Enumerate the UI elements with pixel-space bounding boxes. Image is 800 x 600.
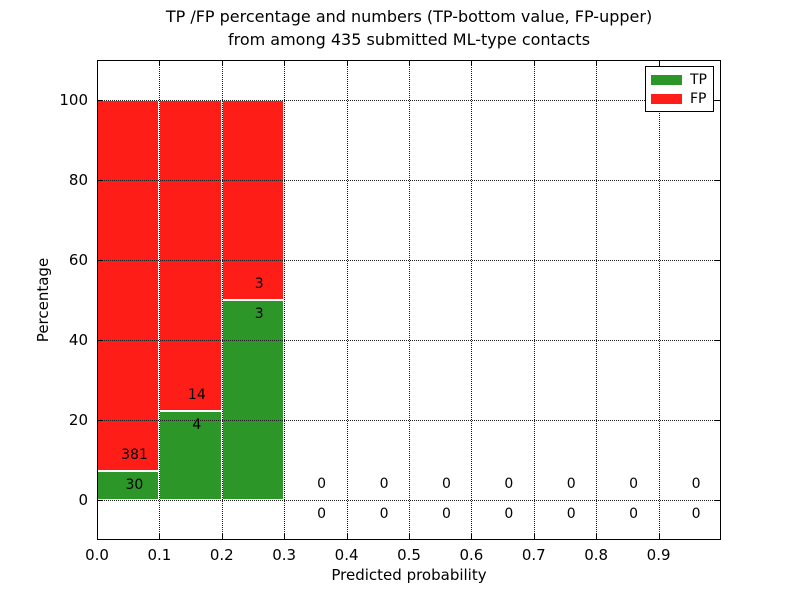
y-tick-left xyxy=(98,180,103,181)
x-tick-bottom xyxy=(159,534,161,539)
y-tick-label: 0 xyxy=(78,491,88,509)
y-tick-left xyxy=(98,260,103,261)
gridline-vertical xyxy=(533,60,535,540)
x-tick-label: 0.5 xyxy=(397,546,421,564)
legend: TP FP xyxy=(645,66,714,112)
tp-count-label: 0 xyxy=(629,506,639,522)
fp-count-label: 0 xyxy=(379,476,389,492)
x-tick-label: 0.8 xyxy=(584,546,609,564)
x-tick-top xyxy=(159,61,161,66)
legend-item-tp: TP xyxy=(651,73,708,87)
x-tick-bottom xyxy=(284,534,286,539)
tp-count-label: 0 xyxy=(504,506,514,522)
x-tick-bottom xyxy=(346,534,348,539)
y-tick-label: 80 xyxy=(68,171,88,189)
tp-count-label: 0 xyxy=(379,506,389,522)
y-tick-label: 60 xyxy=(68,251,88,269)
x-tick-top xyxy=(346,61,348,66)
x-tick-top xyxy=(409,61,410,66)
x-tick-label: 0.1 xyxy=(147,546,172,564)
y-tick-right xyxy=(715,260,720,261)
legend-label-fp: FP xyxy=(690,90,707,107)
y-tick-left xyxy=(98,340,103,341)
x-tick-top xyxy=(658,61,660,66)
bar-segment-fp xyxy=(159,100,222,412)
y-tick-label: 20 xyxy=(68,411,88,429)
legend-label-tp: TP xyxy=(690,71,707,88)
fp-count-label: 0 xyxy=(691,476,701,492)
y-tick-label: 40 xyxy=(68,331,88,349)
x-tick-top xyxy=(221,61,223,66)
gridline-vertical xyxy=(596,60,598,540)
x-tick-top xyxy=(97,61,98,66)
fp-count-label: 381 xyxy=(121,446,148,463)
y-tick-right xyxy=(715,340,720,341)
x-tick-top xyxy=(471,61,473,66)
x-tick-label: 0.9 xyxy=(646,546,671,564)
tp-count-label: 0 xyxy=(691,506,701,522)
x-axis-label: Predicted probability xyxy=(331,566,487,584)
x-tick-bottom xyxy=(533,534,535,539)
y-tick-right xyxy=(715,100,720,101)
chart-title-line-1: TP /FP percentage and numbers (TP-bottom… xyxy=(165,7,653,26)
x-tick-bottom xyxy=(409,534,410,539)
fp-count-label: 0 xyxy=(317,476,327,492)
legend-item-fp: FP xyxy=(651,92,708,106)
tp-count-label: 0 xyxy=(317,506,327,522)
bar-segment-fp xyxy=(97,100,160,471)
bar-segment-fp xyxy=(221,100,285,300)
y-tick-left xyxy=(98,500,103,501)
x-tick-label: 0.4 xyxy=(334,546,359,564)
tp-count-label: 0 xyxy=(441,506,451,522)
tp-count-label: 4 xyxy=(192,417,202,434)
legend-swatch-tp xyxy=(651,74,682,85)
x-tick-label: 0.2 xyxy=(209,546,234,564)
fp-count-label: 3 xyxy=(254,276,264,292)
y-tick-left xyxy=(98,420,103,421)
tp-count-label: 3 xyxy=(254,306,264,322)
fp-count-label: 14 xyxy=(187,387,206,404)
fp-count-label: 0 xyxy=(504,476,514,492)
x-tick-label: 0.3 xyxy=(272,546,297,564)
gridline-vertical xyxy=(346,60,348,540)
tp-count-label: 0 xyxy=(566,506,576,522)
x-tick-bottom xyxy=(97,534,98,539)
x-tick-top xyxy=(596,61,598,66)
gridline-vertical xyxy=(409,60,410,540)
x-tick-bottom xyxy=(221,534,223,539)
y-tick-label: 100 xyxy=(59,91,88,109)
x-tick-bottom xyxy=(596,534,598,539)
chart-title-line-2: from among 435 submitted ML-type contact… xyxy=(227,30,591,49)
y-tick-right xyxy=(715,500,720,501)
x-tick-label: 0.0 xyxy=(85,546,109,564)
fp-count-label: 0 xyxy=(566,476,576,492)
gridline-vertical xyxy=(284,60,286,540)
y-tick-right xyxy=(715,180,720,181)
x-tick-label: 0.7 xyxy=(521,546,546,564)
y-tick-left xyxy=(98,100,103,101)
fp-count-label: 0 xyxy=(441,476,451,492)
gridline-vertical xyxy=(658,60,660,540)
x-tick-bottom xyxy=(658,534,660,539)
gridline-vertical xyxy=(221,60,223,540)
x-tick-top xyxy=(533,61,535,66)
x-tick-bottom xyxy=(471,534,473,539)
y-tick-right xyxy=(715,420,720,421)
gridline-vertical xyxy=(471,60,473,540)
x-tick-label: 0.6 xyxy=(459,546,484,564)
bar-segment-tp xyxy=(221,300,285,500)
tp-count-label: 30 xyxy=(125,476,144,493)
fp-count-label: 0 xyxy=(629,476,639,492)
gridline-vertical xyxy=(159,60,161,540)
x-tick-top xyxy=(284,61,286,66)
legend-swatch-fp xyxy=(651,93,682,104)
